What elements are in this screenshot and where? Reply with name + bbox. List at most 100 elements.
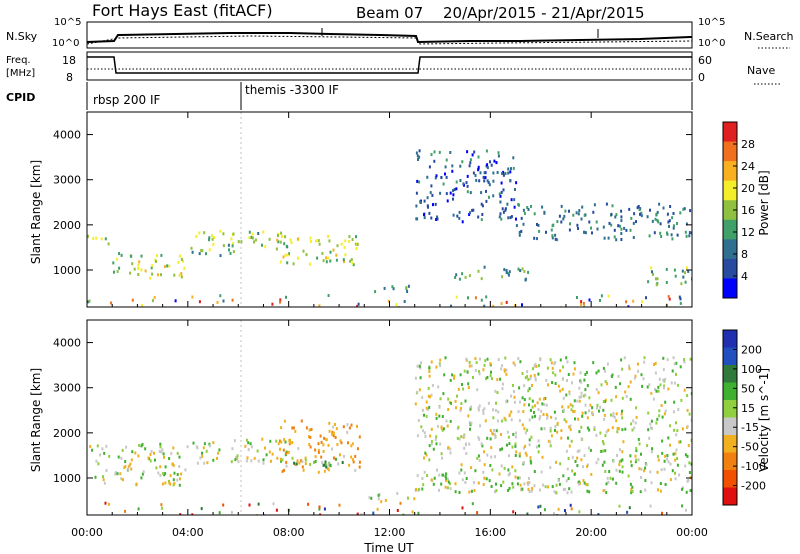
echo-cell bbox=[533, 364, 536, 368]
echo-cell bbox=[602, 442, 605, 446]
echo-cell bbox=[430, 442, 433, 446]
echo-cell bbox=[324, 462, 327, 466]
echo-cell bbox=[665, 281, 668, 284]
echo-cell bbox=[305, 426, 308, 430]
echo-cell bbox=[640, 211, 643, 215]
echo-cell bbox=[414, 402, 417, 406]
echo-cell bbox=[620, 232, 623, 235]
echo-cell bbox=[168, 481, 171, 485]
echo-cell bbox=[573, 361, 576, 365]
echo-cell bbox=[423, 413, 425, 417]
echo-cell bbox=[685, 490, 688, 494]
echo-cell bbox=[558, 482, 561, 486]
echo-cell bbox=[481, 213, 484, 216]
echo-cell bbox=[155, 466, 158, 470]
echo-cell bbox=[568, 209, 570, 213]
echo-cell bbox=[212, 242, 215, 246]
echo-cell bbox=[503, 416, 506, 420]
echo-cell bbox=[464, 275, 467, 279]
echo-cell bbox=[357, 447, 359, 451]
echo-cell bbox=[262, 458, 265, 462]
echo-cell bbox=[684, 464, 687, 468]
echo-cell bbox=[300, 459, 303, 463]
echo-cell bbox=[422, 483, 425, 487]
echo-cell bbox=[208, 248, 211, 252]
echo-cell bbox=[152, 299, 154, 303]
echo-cell bbox=[572, 410, 575, 413]
echo-cell bbox=[328, 239, 331, 243]
echo-cell bbox=[652, 272, 654, 276]
echo-cell bbox=[208, 236, 211, 240]
echo-cell bbox=[512, 485, 515, 489]
echo-cell bbox=[537, 439, 540, 443]
echo-cell bbox=[250, 445, 253, 449]
echo-cell bbox=[494, 436, 497, 440]
echo-cell bbox=[625, 300, 628, 304]
echo-cell bbox=[549, 444, 552, 448]
echo-cell bbox=[511, 445, 514, 449]
colorbar-segment bbox=[723, 452, 737, 471]
echo-cell bbox=[630, 216, 633, 220]
echo-cell bbox=[425, 406, 428, 410]
echo-cell bbox=[569, 428, 572, 432]
echo-cell bbox=[473, 489, 476, 492]
colorbar-segment bbox=[723, 382, 737, 401]
echo-cell bbox=[291, 441, 294, 445]
echo-cell bbox=[540, 427, 543, 431]
echo-cell bbox=[610, 223, 613, 227]
echo-cell bbox=[281, 469, 284, 473]
echo-cell bbox=[477, 215, 480, 219]
echo-cell bbox=[436, 217, 439, 221]
echo-cell bbox=[285, 464, 288, 468]
echo-cell bbox=[438, 405, 441, 409]
echo-cell bbox=[450, 401, 453, 405]
echo-cell bbox=[500, 302, 503, 305]
echo-cell bbox=[149, 452, 152, 456]
echo-cell bbox=[615, 468, 618, 472]
echo-cell bbox=[593, 426, 596, 429]
echo-cell bbox=[635, 446, 638, 450]
echo-cell bbox=[528, 418, 531, 422]
echo-cell bbox=[466, 370, 469, 374]
echo-cell bbox=[686, 454, 689, 458]
echo-cell bbox=[539, 358, 542, 362]
echo-cell bbox=[532, 367, 534, 371]
echo-cell bbox=[350, 444, 353, 448]
echo-cell bbox=[490, 446, 493, 450]
echo-cell bbox=[429, 434, 432, 438]
x-tick-label: 08:00 bbox=[273, 526, 305, 539]
echo-cell bbox=[681, 269, 684, 273]
echo-cell bbox=[572, 213, 575, 217]
echo-cell bbox=[445, 175, 448, 179]
echo-cell bbox=[671, 469, 674, 473]
echo-cell bbox=[493, 428, 495, 432]
echo-cell bbox=[219, 294, 222, 298]
echo-cell bbox=[564, 487, 567, 491]
echo-cell bbox=[491, 377, 493, 381]
echo-cell bbox=[561, 405, 564, 409]
echo-cell bbox=[485, 477, 488, 481]
echo-cell bbox=[530, 489, 533, 493]
echo-cell bbox=[589, 403, 592, 407]
echo-cell bbox=[568, 487, 571, 491]
echo-cell bbox=[406, 290, 409, 293]
echo-cell bbox=[234, 458, 237, 462]
echo-cell bbox=[285, 244, 288, 248]
echo-cell bbox=[513, 400, 516, 404]
echo-cell bbox=[631, 485, 634, 489]
echo-cell bbox=[329, 259, 332, 263]
echo-cell bbox=[428, 458, 431, 462]
echo-cell bbox=[654, 371, 657, 375]
echo-cell bbox=[514, 188, 516, 191]
echo-cell bbox=[597, 457, 600, 461]
echo-cell bbox=[567, 436, 569, 440]
echo-cell bbox=[342, 425, 345, 429]
echo-cell bbox=[495, 429, 498, 433]
colorbar-segment bbox=[723, 330, 737, 348]
echo-cell bbox=[279, 300, 282, 304]
echo-cell bbox=[618, 463, 621, 467]
echo-cell bbox=[488, 479, 491, 483]
colorbar-tick-label: -50 bbox=[741, 441, 759, 454]
echo-cell bbox=[563, 418, 566, 422]
